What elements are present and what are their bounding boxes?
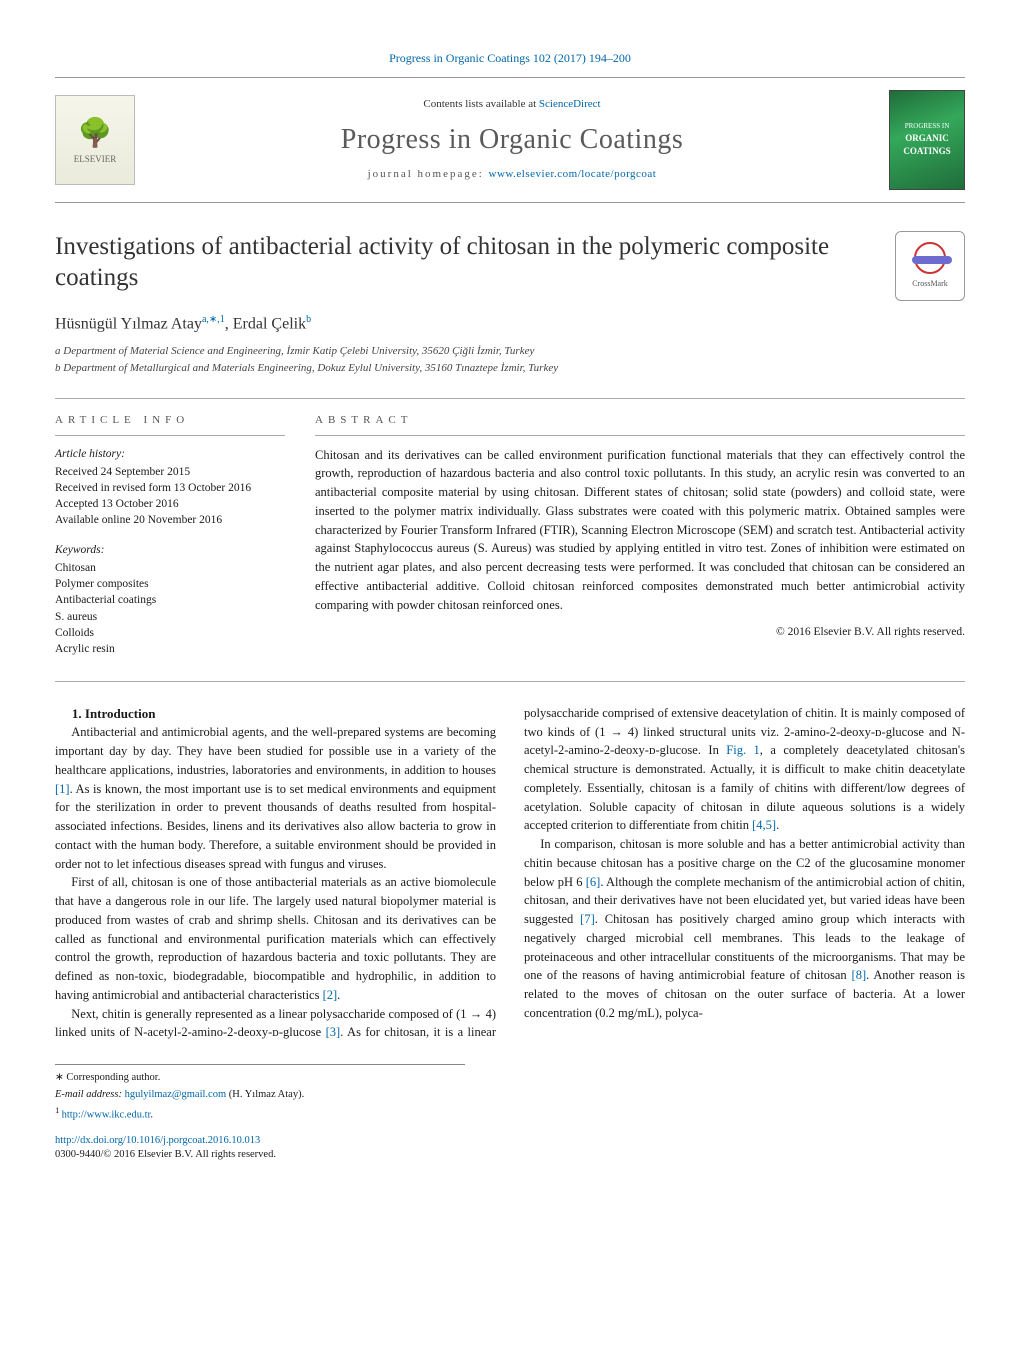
authors-line: Hüsnügül Yılmaz Ataya,∗,1, Erdal Çelikb [55, 313, 965, 336]
author-1: Hüsnügül Yılmaz Atay [55, 315, 202, 332]
history-online: Available online 20 November 2016 [55, 512, 285, 528]
abstract-text: Chitosan and its derivatives can be call… [315, 446, 965, 615]
author-2: , Erdal Çelik [225, 315, 306, 332]
keywords-head: Keywords: [55, 542, 285, 558]
homepage-prefix: journal homepage: [368, 168, 489, 180]
cover-text-line2: COATINGS [894, 145, 960, 158]
para-text: First of all, chitosan is one of those a… [55, 875, 496, 1002]
citation-link[interactable]: [1] [55, 782, 70, 796]
para-text: . [776, 818, 779, 832]
homepage-line: journal homepage: www.elsevier.com/locat… [151, 167, 873, 182]
para-text: . As is known, the most important use is… [55, 782, 496, 871]
history-head: Article history: [55, 446, 285, 462]
elsevier-tree-icon: 🌳 [78, 114, 113, 153]
keyword: S. aureus [55, 609, 285, 625]
crossmark-label: CrossMark [912, 278, 948, 289]
cover-text-line1: ORGANIC [894, 132, 960, 145]
citation-link[interactable]: [6] [586, 875, 601, 889]
history-revised: Received in revised form 13 October 2016 [55, 480, 285, 496]
citation-link[interactable]: [4,5] [752, 818, 776, 832]
cover-text-top: PROGRESS IN [894, 122, 960, 132]
journal-reference: Progress in Organic Coatings 102 (2017) … [55, 50, 965, 67]
contents-prefix: Contents lists available at [423, 98, 538, 110]
crossmark-icon [914, 242, 946, 274]
keyword: Antibacterial coatings [55, 592, 285, 608]
abstract-column: ABSTRACT Chitosan and its derivatives ca… [315, 413, 965, 657]
email-link[interactable]: hgulyilmaz@gmail.com [125, 1089, 227, 1100]
body-two-columns: 1. Introduction Antibacterial and antimi… [55, 681, 965, 1042]
corresponding-author-note: ∗ Corresponding author. [55, 1071, 465, 1086]
contents-available-line: Contents lists available at ScienceDirec… [151, 97, 873, 112]
keyword: Colloids [55, 625, 285, 641]
history-accepted: Accepted 13 October 2016 [55, 496, 285, 512]
doi-link[interactable]: http://dx.doi.org/10.1016/j.porgcoat.201… [55, 1135, 260, 1146]
journal-name: Progress in Organic Coatings [151, 120, 873, 159]
journal-homepage-link[interactable]: www.elsevier.com/locate/porgcoat [489, 168, 657, 180]
email-label: E-mail address: [55, 1089, 125, 1100]
footnotes: ∗ Corresponding author. E-mail address: … [55, 1064, 465, 1124]
keyword: Acrylic resin [55, 641, 285, 657]
affiliation-a: a Department of Material Science and Eng… [55, 344, 965, 359]
history-received: Received 24 September 2015 [55, 464, 285, 480]
citation-link[interactable]: [3] [326, 1025, 341, 1039]
citation-link[interactable]: [8] [852, 968, 867, 982]
banner-center: Contents lists available at ScienceDirec… [151, 97, 873, 183]
keyword: Chitosan [55, 560, 285, 576]
journal-cover-thumbnail: PROGRESS IN ORGANIC COATINGS [889, 90, 965, 190]
para-text: . [337, 988, 340, 1002]
elsevier-label: ELSEVIER [74, 153, 117, 166]
affiliations: a Department of Material Science and Eng… [55, 344, 965, 377]
figure-ref-link[interactable]: Fig. 1 [726, 743, 760, 757]
author-2-sup: b [306, 314, 311, 325]
body-paragraph: First of all, chitosan is one of those a… [55, 873, 496, 1004]
citation-link[interactable]: [7] [580, 912, 595, 926]
body-paragraph: Antibacterial and antimicrobial agents, … [55, 723, 496, 873]
body-paragraph: In comparison, chitosan is more soluble … [524, 835, 965, 1023]
author-1-sup: a,∗,1 [202, 314, 225, 325]
journal-banner: 🌳 ELSEVIER Contents lists available at S… [55, 77, 965, 203]
email-line: E-mail address: hgulyilmaz@gmail.com (H.… [55, 1088, 465, 1103]
issn-copyright-line: 0300-9440/© 2016 Elsevier B.V. All right… [55, 1148, 965, 1163]
abstract-label: ABSTRACT [315, 413, 965, 435]
affiliation-b: b Department of Metallurgical and Materi… [55, 361, 965, 376]
article-info-column: ARTICLE INFO Article history: Received 2… [55, 413, 285, 657]
keyword: Polymer composites [55, 576, 285, 592]
para-text: Antibacterial and antimicrobial agents, … [55, 725, 496, 777]
elsevier-logo: 🌳 ELSEVIER [55, 95, 135, 185]
doi-block: http://dx.doi.org/10.1016/j.porgcoat.201… [55, 1134, 965, 1163]
article-info-label: ARTICLE INFO [55, 413, 285, 435]
footnote-1: 1 http://www.ikc.edu.tr. [55, 1104, 465, 1123]
article-title: Investigations of antibacterial activity… [55, 231, 875, 294]
section-1-heading: 1. Introduction [55, 704, 496, 724]
email-person: (H. Yılmaz Atay). [226, 1089, 304, 1100]
copyright-line: © 2016 Elsevier B.V. All rights reserved… [315, 624, 965, 640]
footnote-1-tail: . [150, 1110, 153, 1121]
sciencedirect-link[interactable]: ScienceDirect [539, 98, 601, 110]
footnote-1-link[interactable]: http://www.ikc.edu.tr [62, 1110, 151, 1121]
crossmark-badge[interactable]: CrossMark [895, 231, 965, 301]
citation-link[interactable]: [2] [323, 988, 338, 1002]
